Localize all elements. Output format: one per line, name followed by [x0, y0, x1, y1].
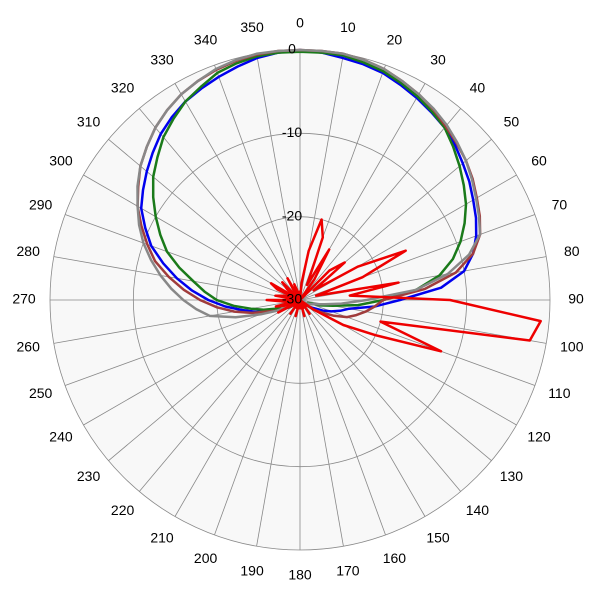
angle-tick-label: 20: [387, 31, 403, 47]
angle-grid-line: [83, 299, 301, 426]
angle-tick-label: 330: [150, 52, 174, 68]
angle-grid-line: [299, 299, 426, 517]
angle-tick-label: 0: [296, 15, 304, 31]
angle-tick-label: 120: [527, 429, 551, 445]
angle-tick-label: 310: [77, 113, 101, 129]
angle-tick-label: 350: [240, 19, 264, 35]
angle-grid-line: [108, 299, 301, 462]
angle-grid-line: [214, 299, 301, 536]
angle-tick-label: 190: [240, 563, 264, 579]
radial-tick-label: -30: [282, 291, 302, 307]
angle-grid-line: [83, 174, 301, 301]
angle-tick-label: 240: [49, 429, 73, 445]
angle-tick-label: 180: [288, 567, 312, 583]
angle-tick-label: 290: [29, 196, 53, 212]
angle-tick-label: 280: [17, 243, 41, 259]
angle-tick-label: 160: [383, 550, 407, 566]
angle-tick-label: 270: [12, 291, 36, 307]
angle-grid-line: [138, 299, 301, 492]
radial-grid-line: [132, 132, 468, 468]
angle-tick-label: 50: [504, 113, 520, 129]
angle-grid-line: [299, 299, 462, 492]
angle-tick-label: 140: [466, 502, 490, 518]
radial-tick-label: -20: [282, 207, 302, 223]
angle-grid-line: [299, 299, 386, 536]
angle-grid-line: [299, 299, 492, 462]
angle-tick-label: 90: [568, 291, 584, 307]
angle-tick-label: 230: [77, 468, 101, 484]
angle-tick-label: 340: [194, 31, 218, 47]
radial-tick-label: 0: [288, 41, 296, 57]
angle-grid-line: [256, 299, 301, 547]
angle-grid-line: [299, 108, 462, 301]
angle-tick-label: 320: [111, 79, 135, 95]
angle-tick-label: 130: [500, 468, 524, 484]
angle-tick-label: 300: [49, 153, 73, 169]
angle-tick-label: 100: [560, 339, 584, 355]
angle-grid-line: [299, 299, 536, 386]
angle-grid-line: [299, 299, 344, 547]
angle-tick-label: 150: [426, 530, 450, 546]
pattern-line: [265, 218, 542, 353]
angle-tick-label: 70: [552, 196, 568, 212]
angle-grid-line: [174, 83, 301, 301]
angle-tick-label: 250: [29, 385, 53, 401]
angle-grid-line: [214, 64, 301, 301]
angle-tick-label: 40: [470, 79, 486, 95]
angle-grid-line: [256, 53, 301, 301]
angle-tick-label: 210: [150, 530, 174, 546]
angle-grid-line: [53, 299, 301, 344]
angle-grid-line: [64, 214, 301, 301]
angle-tick-label: 30: [430, 52, 446, 68]
radial-tick-label: -10: [282, 124, 302, 140]
angle-tick-label: 80: [564, 243, 580, 259]
angle-tick-label: 170: [336, 563, 360, 579]
angle-tick-label: 10: [340, 19, 356, 35]
angle-tick-label: 260: [17, 339, 41, 355]
angle-tick-label: 60: [531, 153, 547, 169]
angle-tick-label: 110: [548, 385, 571, 401]
angle-grid-line: [174, 299, 301, 517]
angle-grid-line: [138, 108, 301, 301]
angle-tick-label: 200: [194, 550, 218, 566]
angle-tick-label: 220: [111, 502, 135, 518]
